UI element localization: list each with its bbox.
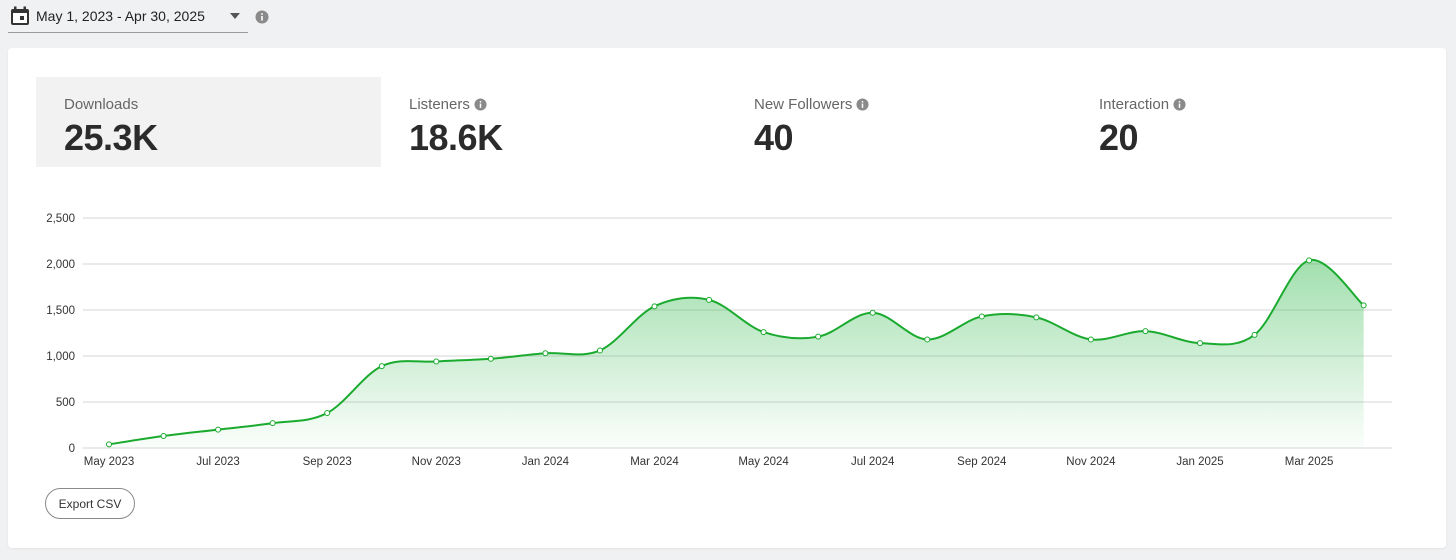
stat-new-followers[interactable]: New Followers 40: [726, 77, 1071, 167]
data-point: [324, 410, 331, 417]
x-tick-label: May 2024: [738, 456, 789, 468]
x-tick-label: Mar 2024: [630, 456, 679, 468]
stat-label: Listeners: [409, 95, 470, 113]
data-point: [1360, 302, 1367, 309]
data-point: [269, 420, 276, 427]
y-tick-label: 0: [69, 443, 75, 455]
data-point: [1306, 257, 1313, 264]
date-range-picker[interactable]: May 1, 2023 - Apr 30, 2025: [8, 0, 248, 33]
data-point: [596, 347, 603, 354]
data-point: [978, 313, 985, 320]
stat-downloads[interactable]: Downloads 25.3K: [36, 77, 381, 167]
data-point: [1197, 340, 1203, 347]
x-tick-label: Jan 2025: [1176, 456, 1223, 468]
y-tick-label: 2,500: [46, 213, 75, 225]
y-tick-label: 500: [56, 397, 75, 409]
x-tick-label: Sep 2023: [303, 456, 352, 468]
data-point: [1251, 331, 1258, 338]
data-point: [1087, 336, 1094, 343]
data-point: [706, 296, 713, 303]
data-point: [542, 350, 549, 357]
data-point: [869, 309, 876, 316]
stat-value: 40: [754, 117, 794, 158]
stat-listeners[interactable]: Listeners 18.6K: [381, 77, 726, 167]
x-tick-label: Nov 2024: [1066, 456, 1116, 468]
series-area: [109, 259, 1364, 448]
info-icon[interactable]: [1173, 97, 1186, 111]
x-tick-label: May 2023: [84, 456, 135, 468]
info-icon[interactable]: [474, 97, 487, 111]
data-point: [815, 333, 822, 340]
x-tick-label: Sep 2024: [957, 456, 1007, 468]
date-range-value: May 1, 2023 - Apr 30, 2025: [36, 8, 205, 24]
info-icon[interactable]: [856, 97, 869, 111]
stat-label: Interaction: [1099, 95, 1170, 113]
stat-label: Downloads: [64, 95, 139, 113]
analytics-card: Downloads 25.3K Listeners 18.6K New Foll…: [8, 48, 1446, 548]
data-point: [760, 329, 767, 336]
x-tick-label: Nov 2023: [412, 456, 461, 468]
x-tick-label: Jan 2024: [522, 456, 570, 468]
info-icon[interactable]: [255, 10, 269, 24]
stat-value: 25.3K: [64, 117, 158, 158]
data-point: [378, 363, 385, 370]
x-tick-label: Mar 2025: [1285, 456, 1334, 468]
y-tick-label: 1,000: [46, 351, 75, 363]
data-point: [487, 355, 494, 362]
stat-interaction[interactable]: Interaction 20: [1071, 77, 1416, 167]
data-point: [1142, 328, 1149, 335]
stat-value: 20: [1099, 117, 1139, 158]
chevron-down-icon: [230, 13, 240, 19]
calendar-icon: [11, 6, 29, 25]
downloads-chart: 0 500 1,000 1,500 2,000 2,500 May 2023 Jul 2023…: [46, 213, 1392, 468]
data-point: [106, 441, 112, 448]
y-tick-label: 1,500: [46, 305, 75, 317]
data-point: [160, 433, 167, 440]
export-csv-button[interactable]: Export CSV: [45, 488, 135, 519]
x-tick-label: Jul 2023: [196, 456, 239, 468]
y-tick-label: 2,000: [46, 259, 75, 271]
data-point: [215, 426, 222, 433]
data-point: [1033, 314, 1040, 321]
stat-label: New Followers: [754, 95, 853, 113]
data-point: [651, 303, 658, 310]
stat-value: 18.6K: [409, 117, 503, 158]
stats-row: Downloads 25.3K Listeners 18.6K New Foll…: [36, 77, 1416, 167]
data-point: [433, 358, 440, 365]
x-tick-label: Jul 2024: [851, 456, 895, 468]
data-point: [924, 336, 931, 343]
